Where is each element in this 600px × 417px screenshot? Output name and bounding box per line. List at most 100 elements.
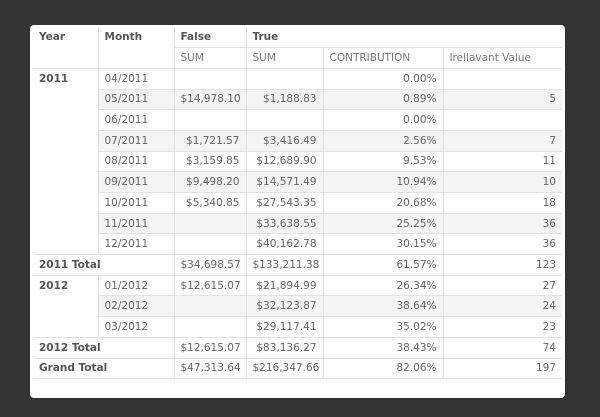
value-cell xyxy=(173,295,247,318)
value-cell: $40,162.78 xyxy=(245,233,324,256)
total-row: 2012 Total $12,615.07 $83,136.27 38.43% 74 xyxy=(33,336,562,359)
value-cell: $27,543.35 xyxy=(245,192,324,214)
value-cell: 0.00% xyxy=(322,68,444,90)
data-row: 06/2011 0.00% xyxy=(33,109,562,131)
month-cell: 05/2011 xyxy=(98,88,175,111)
total-cell: 38.43% xyxy=(322,336,444,359)
value-cell: $33,638.55 xyxy=(245,212,324,235)
value-cell: 35.02% xyxy=(322,316,444,338)
value-cell: $14,978.10 xyxy=(173,88,247,111)
month-cell: 06/2011 xyxy=(98,109,175,131)
total-cell: $83,136.27 xyxy=(245,336,324,359)
data-row: 03/2012 $29,117.41 35.02% 23 xyxy=(33,316,562,338)
value-cell: 5 xyxy=(442,88,562,111)
total-label: Grand Total xyxy=(33,357,175,380)
value-cell: $3,159.85 xyxy=(173,150,247,173)
value-cell: 2.56% xyxy=(322,129,444,152)
subheader-row: SUM SUM CONTRIBUTION Irellavant Value xyxy=(33,47,562,69)
data-row: 05/2011 $14,978.10 $1,188.83 0.89% 5 xyxy=(33,88,562,111)
value-cell: $1,188.83 xyxy=(245,88,324,111)
value-cell: 26.34% xyxy=(322,274,444,297)
pivot-card: Year Month False True SUM SUM CONTRIBUTI… xyxy=(30,25,565,398)
total-cell: 61.57% xyxy=(322,254,444,276)
value-cell: $21,894.99 xyxy=(245,274,324,297)
header-row: Year Month False True xyxy=(33,27,562,69)
month-cell: 09/2011 xyxy=(98,171,175,193)
year-cell: 2011 xyxy=(33,68,99,256)
month-cell: 08/2011 xyxy=(98,150,175,173)
value-cell: $3,416.49 xyxy=(245,129,324,152)
value-cell: 9.53% xyxy=(322,150,444,173)
month-cell: 07/2011 xyxy=(98,129,175,152)
value-cell xyxy=(173,233,247,256)
value-cell xyxy=(442,68,562,90)
total-cell: 197 xyxy=(442,357,562,380)
value-cell: 24 xyxy=(442,295,562,318)
value-cell: 18 xyxy=(442,192,562,214)
month-cell: 01/2012 xyxy=(97,274,175,297)
value-cell: 0.00% xyxy=(322,109,444,131)
data-row: 09/2011 $9,498.20 $14,571.49 10.94% 10 xyxy=(33,171,562,193)
header-cell: True xyxy=(245,27,562,49)
value-cell: 7 xyxy=(442,129,562,152)
total-cell: $34,698.57 xyxy=(173,254,247,276)
month-cell: 04/2011 xyxy=(97,68,175,90)
total-cell: 123 xyxy=(442,254,562,276)
value-cell: 30.15% xyxy=(322,233,444,256)
subheader-cell: CONTRIBUTION xyxy=(322,47,444,69)
value-cell: 11 xyxy=(442,150,562,173)
total-cell: $133,211.38 xyxy=(245,254,324,276)
value-cell: $9,498.20 xyxy=(173,171,247,193)
value-cell xyxy=(245,68,324,90)
value-cell: $12,615.07 xyxy=(173,274,247,297)
value-cell: 36 xyxy=(442,212,562,235)
month-cell: 11/2011 xyxy=(98,212,175,235)
total-cell: $216,347.66 xyxy=(245,357,324,380)
year-cell: 2012 xyxy=(33,274,99,338)
total-cell: 74 xyxy=(442,336,562,359)
month-cell: 10/2011 xyxy=(98,192,175,214)
header-cell: False xyxy=(173,27,247,49)
total-cell: 82.06% xyxy=(322,357,444,380)
value-cell xyxy=(173,109,247,131)
total-row: 2011 Total $34,698.57 $133,211.38 61.57% 123 xyxy=(33,254,562,276)
total-label: 2012 Total xyxy=(33,336,175,359)
value-cell: $12,689.90 xyxy=(245,150,324,173)
header-cell: Year xyxy=(33,27,99,69)
total-row: Grand Total $47,313.64 $216,347.66 82.06% 19… xyxy=(33,357,562,380)
value-cell: $14,571.49 xyxy=(245,171,324,193)
value-cell: $5,340.85 xyxy=(173,192,247,214)
value-cell: 10.94% xyxy=(322,171,444,193)
pivot-table: Year Month False True SUM SUM CONTRIBUTI… xyxy=(33,27,562,380)
data-row: 08/2011 $3,159.85 $12,689.90 9.53% 11 xyxy=(33,150,562,173)
value-cell xyxy=(173,316,247,338)
value-cell: $29,117.41 xyxy=(245,316,324,338)
data-row: 2012 01/2012 $12,615.07 $21,894.99 26.34% 27 xyxy=(33,274,562,338)
value-cell: $1,721.57 xyxy=(173,129,247,152)
value-cell xyxy=(245,109,324,131)
data-row: 11/2011 $33,638.55 25.25% 36 xyxy=(33,212,562,235)
subheader-cell: Irellavant Value xyxy=(442,47,562,69)
subheader-cell: SUM xyxy=(245,47,324,69)
value-cell: 36 xyxy=(442,233,562,256)
data-row: 10/2011 $5,340.85 $27,543.35 20.68% 18 xyxy=(33,192,562,214)
data-row: 2011 04/2011 0.00% xyxy=(33,68,562,256)
value-cell: 25.25% xyxy=(322,212,444,235)
table-head: Year Month False True SUM SUM CONTRIBUTI… xyxy=(33,27,562,69)
value-cell: 10 xyxy=(442,171,562,193)
value-cell: 38.64% xyxy=(322,295,444,318)
data-row: 02/2012 $32,123.87 38.64% 24 xyxy=(33,295,562,318)
header-cell: Month xyxy=(97,27,175,69)
value-cell xyxy=(442,109,562,131)
value-cell: 20.68% xyxy=(322,192,444,214)
value-cell: 0.89% xyxy=(322,88,444,111)
value-cell xyxy=(173,68,247,90)
value-cell: $32,123.87 xyxy=(245,295,324,318)
value-cell: 23 xyxy=(442,316,562,338)
month-cell: 02/2012 xyxy=(98,295,175,318)
month-cell: 03/2012 xyxy=(98,316,175,338)
table-body: 2011 04/2011 0.00% 05/2011 $14,978.10 $1,188.… xyxy=(33,68,562,380)
month-cell: 12/2011 xyxy=(98,233,175,256)
value-cell xyxy=(173,212,247,235)
